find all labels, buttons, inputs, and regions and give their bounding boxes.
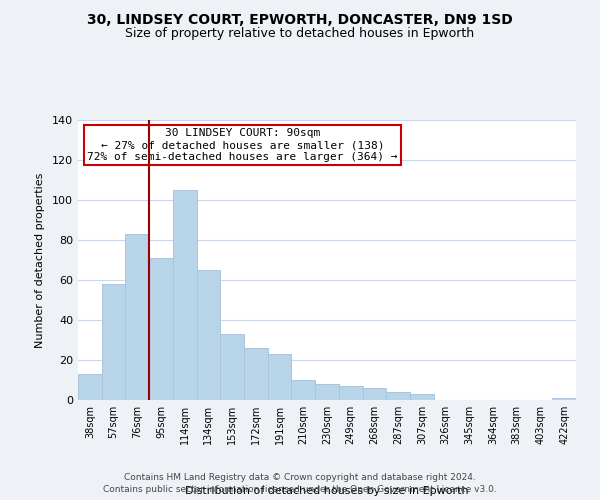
X-axis label: Distribution of detached houses by size in Epworth: Distribution of detached houses by size … [185,486,469,496]
Bar [362,388,386,400]
Bar [292,380,315,400]
Text: Contains public sector information licensed under the Open Government Licence v3: Contains public sector information licen… [103,485,497,494]
Y-axis label: Number of detached properties: Number of detached properties [35,172,45,348]
Bar [244,348,268,400]
Bar [386,392,410,400]
Text: 30 LINDSEY COURT: 90sqm
← 27% of detached houses are smaller (138)
72% of semi-d: 30 LINDSEY COURT: 90sqm ← 27% of detache… [87,128,398,162]
Bar [78,374,102,400]
Text: 30, LINDSEY COURT, EPWORTH, DONCASTER, DN9 1SD: 30, LINDSEY COURT, EPWORTH, DONCASTER, D… [87,12,513,26]
Bar [125,234,149,400]
Bar [197,270,220,400]
Bar [268,354,292,400]
Bar [339,386,362,400]
Bar [102,284,125,400]
Text: Contains HM Land Registry data © Crown copyright and database right 2024.: Contains HM Land Registry data © Crown c… [124,472,476,482]
Text: Size of property relative to detached houses in Epworth: Size of property relative to detached ho… [125,28,475,40]
Bar [552,398,576,400]
Bar [315,384,339,400]
Bar [149,258,173,400]
Bar [173,190,197,400]
Bar [410,394,434,400]
Bar [220,334,244,400]
